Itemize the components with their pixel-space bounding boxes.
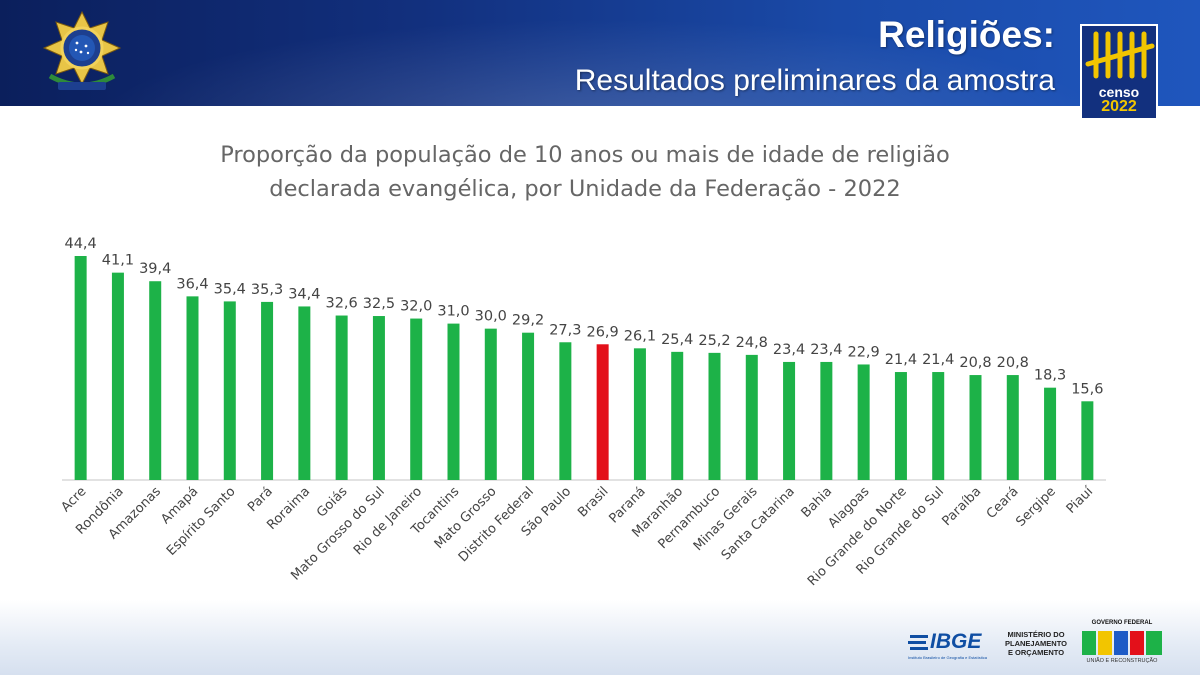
bar-sergipe — [1044, 387, 1057, 480]
bar-espirito-santo — [223, 301, 236, 480]
bar-parana — [633, 348, 646, 480]
bar-mato-grosso — [484, 328, 497, 480]
ibge-mark-icon — [908, 635, 928, 650]
data-label-pernambuco: 25,2 — [698, 333, 730, 349]
data-label-mato-grosso: 30,0 — [475, 309, 507, 325]
governo-federal-logo: GOVERNO FEDERAL UNIÃO E RECONSTRUÇÃO — [1078, 620, 1166, 666]
data-label-rio-grande-do-norte: 21,4 — [885, 352, 917, 368]
bar-goias — [335, 315, 348, 480]
data-label-distrito-federal: 29,2 — [512, 313, 544, 329]
bar-mato-grosso-do-sul — [372, 316, 385, 480]
data-label-mato-grosso-do-sul: 32,5 — [363, 296, 395, 312]
data-label-sao-paulo: 27,3 — [549, 322, 581, 338]
bar-bahia — [820, 361, 833, 480]
data-label-rio-de-janeiro: 32,0 — [400, 299, 432, 315]
bar-sao-paulo — [559, 342, 572, 480]
bar-para — [261, 301, 274, 480]
data-label-minas-gerais: 24,8 — [736, 335, 768, 351]
data-label-piaui: 15,6 — [1071, 381, 1103, 397]
ministry-line-3: E ORÇAMENTO — [1007, 648, 1065, 657]
bar-piaui — [1081, 401, 1094, 480]
bar-maranhao — [671, 351, 684, 480]
bar-santa-catarina — [783, 361, 796, 480]
data-label-santa-catarina: 23,4 — [773, 342, 805, 358]
bar-rio-grande-do-norte — [894, 372, 907, 480]
bar-paraiba — [969, 375, 982, 480]
bar-amapa — [186, 296, 199, 480]
gov-bottom-text: UNIÃO E RECONSTRUÇÃO — [1086, 658, 1158, 664]
tick-label-espirito-santo: Espírito Santo — [164, 484, 239, 559]
ministry-line-1: MINISTÉRIO DO — [1007, 630, 1065, 639]
data-label-rondonia: 41,1 — [102, 253, 134, 269]
slide-subtitle: Resultados preliminares da amostra — [574, 64, 1055, 97]
data-label-maranhao: 25,4 — [661, 332, 693, 348]
data-label-amazonas: 39,4 — [139, 261, 171, 277]
header-glow — [0, 0, 1200, 106]
data-label-sergipe: 18,3 — [1034, 368, 1066, 384]
ministry-line-2: PLANEJAMENTO — [1005, 639, 1067, 648]
data-label-tocantins: 31,0 — [437, 304, 469, 320]
tick-label-acre: Acre — [58, 484, 89, 515]
brasil-wordmark-icon — [1082, 631, 1162, 655]
tally-marks-icon — [1085, 31, 1155, 79]
bar-ceara — [1006, 375, 1019, 480]
bar-rondonia — [111, 272, 124, 480]
ibge-subtitle: Instituto Brasileiro de Geografia e Esta… — [908, 655, 987, 660]
header-banner: Religiões: Resultados preliminares da am… — [0, 0, 1200, 106]
data-label-roraima: 34,4 — [288, 286, 320, 302]
data-label-bahia: 23,4 — [810, 342, 842, 358]
tick-label-piaui: Piauí — [1064, 484, 1097, 517]
data-label-espirito-santo: 35,4 — [214, 281, 246, 297]
footer-band — [0, 600, 1200, 675]
data-label-paraiba: 20,8 — [959, 355, 991, 371]
tick-label-sergipe: Sergipe — [1013, 484, 1059, 530]
brazil-coat-of-arms-icon — [42, 10, 122, 90]
data-label-rio-grande-do-sul: 21,4 — [922, 352, 954, 368]
data-label-goias: 32,6 — [325, 296, 357, 312]
data-label-parana: 26,1 — [624, 328, 656, 344]
bar-rio-grande-do-sul — [932, 372, 945, 480]
censo-2022-logo: censo 2022 — [1080, 24, 1158, 120]
censo-word: censo — [1098, 84, 1140, 100]
bar-minas-gerais — [745, 354, 758, 480]
bar-rio-de-janeiro — [410, 318, 423, 480]
data-label-brasil: 26,9 — [586, 324, 618, 340]
bar-tocantins — [447, 323, 460, 480]
bar-alagoas — [857, 364, 870, 480]
data-label-alagoas: 22,9 — [847, 344, 879, 360]
data-label-para: 35,3 — [251, 282, 283, 298]
gov-top-text: GOVERNO FEDERAL — [1091, 620, 1153, 626]
bar-pernambuco — [708, 352, 721, 480]
bar-distrito-federal — [522, 332, 535, 480]
slide-title: Religiões: — [878, 14, 1055, 55]
tick-label-para: Pará — [245, 484, 276, 515]
bar-amazonas — [149, 281, 162, 480]
tick-label-paraiba: Paraíba — [940, 484, 985, 529]
chart-title: Proporção da população de 10 anos ou mai… — [150, 138, 1020, 206]
ibge-wordmark: IBGE — [930, 630, 982, 653]
ministry-logo: MINISTÉRIO DO PLANEJAMENTO E ORÇAMENTO — [1004, 630, 1068, 657]
data-label-amapa: 36,4 — [176, 276, 208, 292]
bar-roraima — [298, 306, 311, 480]
chart-title-line-1: Proporção da população de 10 anos ou mai… — [220, 142, 950, 168]
bar-acre — [74, 256, 87, 480]
chart-title-line-2: declarada evangélica, por Unidade da Fed… — [269, 176, 901, 202]
data-label-ceara: 20,8 — [997, 355, 1029, 371]
data-label-acre: 44,4 — [64, 236, 96, 252]
censo-year: 2022 — [1101, 98, 1137, 115]
bar-brasil — [596, 344, 609, 480]
ibge-logo: IBGE Instituto Brasileiro de Geografia e… — [908, 630, 994, 662]
